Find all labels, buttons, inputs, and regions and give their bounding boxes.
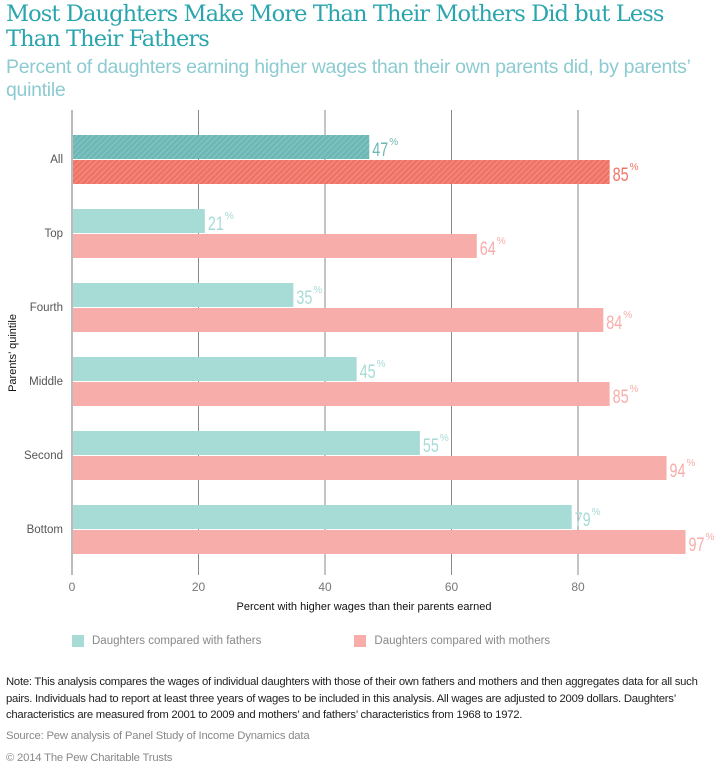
copyright-text: © 2014 The Pew Charitable Trusts [6,752,173,764]
legend-label-mothers: Daughters compared with mothers [374,635,551,647]
category-label: Top [44,228,63,240]
bar-fathers-second [73,431,420,455]
category-label: All [50,154,63,166]
value-label: 47 [372,140,388,161]
value-label: 84 [606,313,622,334]
x-tick-label: 60 [445,580,459,594]
x-tick-label: 40 [318,580,332,594]
value-label: 64 [480,239,496,260]
legend-swatch-fathers [72,635,84,647]
value-label-percent: % [497,236,506,247]
x-tick-label: 20 [192,580,206,594]
x-tick-labels: 0 20 40 60 80 [69,580,585,594]
bar-fathers-all [73,135,370,159]
legend-label-fathers: Daughters compared with fathers [92,635,262,647]
bar-fathers-middle [73,357,357,381]
category-label: Second [24,450,63,462]
value-label: 35 [296,288,312,309]
category-labels: All Top Fourth Middle Second Bottom [24,154,63,536]
gridlines [71,110,579,575]
bar-mothers-bottom [73,530,686,554]
category-label: Fourth [30,302,63,314]
x-axis-title: Percent with higher wages than their par… [237,601,492,613]
value-label: 79 [575,510,591,531]
bar-mothers-second [73,456,667,480]
category-label: Bottom [27,524,63,536]
legend-item-fathers: Daughters compared with fathers [72,635,261,647]
value-label-percent: % [313,285,322,296]
bars [73,135,686,554]
bar-mothers-top [73,234,477,258]
value-label-percent: % [592,507,601,518]
value-label-percent: % [440,433,449,444]
value-label-percent: % [630,384,639,395]
value-label-percent: % [225,211,234,222]
value-label: 85 [613,387,629,408]
value-label-percent: % [389,137,398,148]
value-label: 55 [423,436,439,457]
footnote: Note: This analysis compares the wages o… [6,676,698,721]
value-label: 21 [208,214,224,235]
chart-title: Most Daughters Make More Than Their Moth… [6,1,664,52]
bar-fathers-top [73,209,205,233]
bar-chart: 47 %85 %21 %64 %35 %84 %45 %85 %55 %94 %79 %97% All… [7,110,715,613]
bar-fathers-fourth [73,283,294,307]
y-axis-title: Parents’ quintile [7,314,19,392]
bar-fathers-bottom [73,505,572,529]
legend: Daughters compared with fathers Daughter… [72,635,643,647]
value-label-percent: % [377,359,386,370]
value-label: 45 [360,362,376,383]
chart-subtitle: Percent of daughters earning higher wage… [6,56,690,101]
source-text: Source: Pew analysis of Panel Study of I… [6,730,310,742]
value-label: 97 [689,535,705,556]
value-label: 94 [670,461,686,482]
legend-item-mothers: Daughters compared with mothers [354,635,550,647]
value-label: 85 [613,165,629,186]
bar-mothers-fourth [73,308,604,332]
value-label-percent: % [630,162,639,173]
category-label: Middle [29,376,63,388]
x-tick-label: 0 [69,580,76,594]
value-label-percent: % [623,310,632,321]
value-label-percent: % [687,458,696,469]
value-label-percent: % [706,532,715,543]
legend-swatch-mothers [354,635,367,647]
bar-mothers-all [73,160,610,184]
x-tick-label: 80 [571,580,585,594]
value-labels: 47 %85 %21 %64 %35 %84 %45 %85 %55 %94 %79 %97% [208,137,715,556]
bar-mothers-middle [73,382,610,406]
